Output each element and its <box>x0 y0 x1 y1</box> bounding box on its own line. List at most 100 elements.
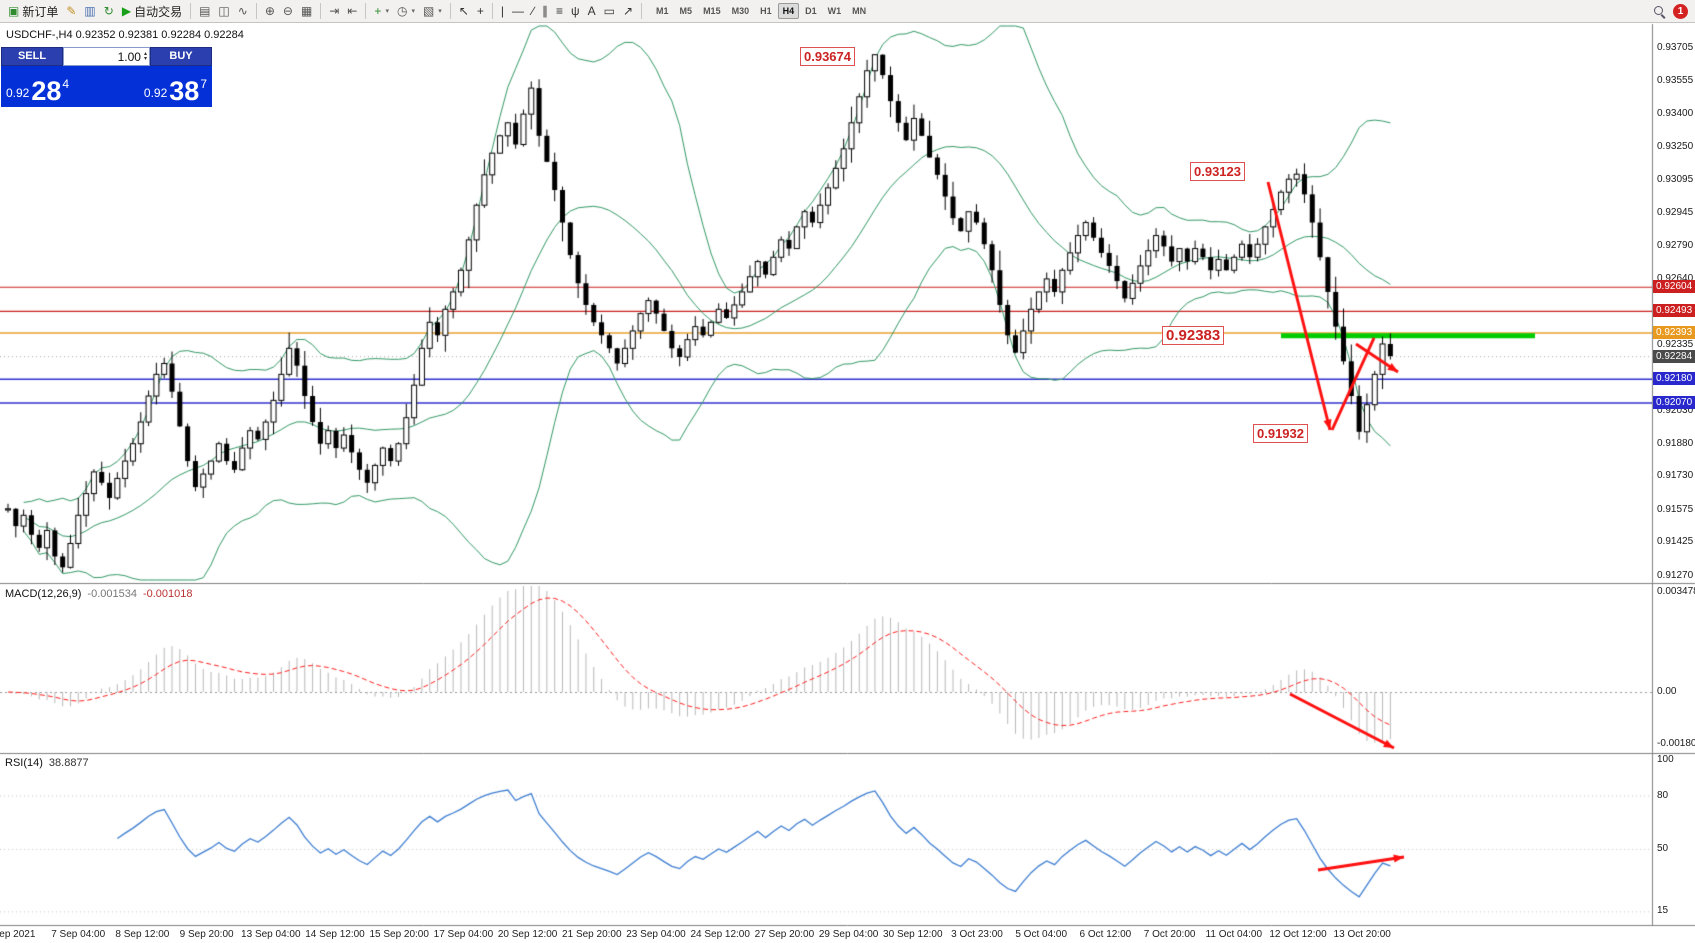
line-chart-button[interactable]: ∿ <box>234 1 252 22</box>
timeframe-d1-button[interactable]: D1 <box>805 6 817 16</box>
order-panel-prices: 0.92 28 4 0.92 38 7 <box>1 66 212 107</box>
time-axis-label: 29 Sep 04:00 <box>818 929 879 940</box>
metaeditor-button[interactable]: ✎ <box>62 1 80 22</box>
crosshair-icon: + <box>476 4 484 18</box>
toolbar-separator <box>365 3 367 19</box>
volume-spinner[interactable]: ▴ ▾ <box>143 50 147 62</box>
volume-value: 1.00 <box>117 49 141 64</box>
time-axis-label: Sep 2021 <box>0 929 36 940</box>
text-button[interactable]: A <box>584 1 600 22</box>
timeframe-h1-button[interactable]: H1 <box>760 6 772 16</box>
time-axis-label: 3 Oct 23:00 <box>951 929 1003 940</box>
spin-up-icon[interactable]: ▴ <box>143 50 147 57</box>
auto-scroll-icon: ⇥ <box>329 4 340 18</box>
indicators-caret-icon: ▾ <box>385 8 389 15</box>
periods-button[interactable]: ◷ ▾ <box>393 1 419 22</box>
price-axis-label: 0.92945 <box>1657 206 1694 218</box>
timeframe-h4-button[interactable]: H4 <box>777 3 800 19</box>
new-order-label: 新订单 <box>22 4 59 19</box>
buy-price-big: 38 <box>169 76 200 106</box>
buy-price[interactable]: 0.92 38 7 <box>107 66 213 107</box>
price-tag: 0.92284 <box>1653 349 1695 363</box>
buy-button[interactable]: BUY <box>150 47 212 66</box>
line-chart-icon: ∿ <box>237 4 248 18</box>
timeframe-m1-button[interactable]: M1 <box>656 6 669 16</box>
timeframe-m15-button[interactable]: M15 <box>703 6 721 16</box>
time-axis-label: 11 Oct 04:00 <box>1205 929 1263 940</box>
price-axis-label: 0.92335 <box>1657 339 1694 351</box>
price-axis-label: 0.92640 <box>1657 272 1694 284</box>
market-watch-button[interactable]: ▥ <box>80 1 99 22</box>
crosshair-button[interactable]: + <box>473 1 488 22</box>
buy-price-sup: 7 <box>200 77 207 91</box>
price-axis-label: 0.93250 <box>1657 140 1694 152</box>
timeframe-m30-button[interactable]: M30 <box>731 6 750 16</box>
time-axis-label: 27 Sep 20:00 <box>754 929 815 940</box>
autotrading-button[interactable]: ▶ 自动交易 <box>118 1 186 22</box>
time-axis-label: 13 Oct 20:00 <box>1333 929 1391 940</box>
sell-price-sup: 4 <box>62 77 70 91</box>
new-order-button[interactable]: ▣ 新订单 <box>4 1 62 22</box>
chart-ohlc-info: USDCHF-,H4 0.92352 0.92381 0.92284 0.922… <box>6 29 244 41</box>
refresh-button[interactable]: ↻ <box>100 1 118 22</box>
price-annotation[interactable]: 0.92383 <box>1162 326 1225 345</box>
time-axis-label: 30 Sep 12:00 <box>883 929 943 940</box>
time-axis-label: 8 Sep 12:00 <box>115 929 170 940</box>
trendline-icon: ∕ <box>532 4 535 18</box>
toolbar-separator <box>449 3 451 19</box>
arrows-button[interactable]: ↗ <box>619 1 637 22</box>
vertical-line-button[interactable]: | <box>497 1 508 22</box>
autotrading-label: 自动交易 <box>134 4 183 19</box>
bar-chart-button[interactable]: ▤ <box>195 1 214 22</box>
periods-caret-icon: ▾ <box>411 8 415 15</box>
price-axis-label: 0.93095 <box>1657 174 1694 186</box>
tile-windows-button[interactable]: ▦ <box>297 1 316 22</box>
zoom-out-button[interactable]: ⊖ <box>279 1 297 22</box>
candlestick-chart-button[interactable]: ◫ <box>214 1 233 22</box>
buy-price-prefix: 0.92 <box>143 86 168 100</box>
trendline-button[interactable]: ∕ <box>528 1 538 22</box>
zoom-in-icon: ⊕ <box>264 4 275 18</box>
sell-price[interactable]: 0.92 28 4 <box>1 66 107 107</box>
indicators-icon: + <box>374 4 382 18</box>
text-label-button[interactable]: ▭ <box>600 1 619 22</box>
price-annotation[interactable]: 0.91932 <box>1253 424 1308 443</box>
sell-button[interactable]: SELL <box>1 47 63 66</box>
timeframe-mn-button[interactable]: MN <box>852 6 867 16</box>
time-axis-label: 14 Sep 12:00 <box>305 929 365 940</box>
toolbar: ▣ 新订单 ✎ ▥ ↻ ▶ 自动交易 ▤ ◫ ∿ ⊕ ⊖ ▦ ⇥ ⇤ + ▾ ◷ ▾ ▧ ▾ ↖ + | — ∕ ∥ ≡ ψ A ▭ ↗ M1… <box>0 0 1695 23</box>
time-axis-label: 21 Sep 20:00 <box>562 929 622 940</box>
timeframe-w1-button[interactable]: W1 <box>827 6 842 16</box>
search-icon[interactable] <box>1653 5 1666 18</box>
fibonacci-icon: ≡ <box>556 4 564 18</box>
timeframe-m5-button[interactable]: M5 <box>679 6 693 16</box>
chart-shift-button[interactable]: ⇤ <box>343 1 361 22</box>
horizontal-line-button[interactable]: — <box>508 1 528 22</box>
templates-button[interactable]: ▧ ▾ <box>419 1 446 22</box>
cursor-button[interactable]: ↖ <box>455 1 473 22</box>
time-axis-label: 6 Oct 12:00 <box>1079 929 1132 940</box>
notification-badge[interactable]: 1 <box>1673 3 1688 19</box>
auto-scroll-button[interactable]: ⇥ <box>325 1 343 22</box>
macd-axis-label: 0.003478 <box>1657 586 1695 597</box>
price-annotation[interactable]: 0.93674 <box>800 47 855 66</box>
equidistant-channel-button[interactable]: ∥ <box>538 1 552 22</box>
price-axis-label: 0.93555 <box>1657 74 1694 86</box>
toolbar-separator <box>320 3 322 19</box>
volume-field[interactable]: 1.00 ▴ ▾ <box>63 47 150 66</box>
timeframe-toolbar: M1 M5 M15 M30 H1 H4 D1 W1 MN <box>651 3 871 19</box>
price-axis-label: 0.91575 <box>1657 503 1694 515</box>
andrews-pitchfork-button[interactable]: ψ <box>567 1 584 22</box>
toolbar-left-group: ▣ 新订单 ✎ ▥ ↻ ▶ 自动交易 ▤ ◫ ∿ ⊕ ⊖ ▦ ⇥ ⇤ + ▾ ◷ ▾ ▧ ▾ ↖ + | — ∕ ∥ ≡ ψ A ▭ ↗ <box>4 1 646 22</box>
indicators-button[interactable]: + ▾ <box>370 1 393 22</box>
text-label-icon: ▭ <box>603 4 615 18</box>
price-axis-label: 0.91425 <box>1657 536 1694 548</box>
horizontal-line-icon: — <box>512 4 525 18</box>
price-annotation[interactable]: 0.93123 <box>1190 162 1245 181</box>
fibonacci-button[interactable]: ≡ <box>552 1 567 22</box>
zoom-out-icon: ⊖ <box>282 4 293 18</box>
spin-down-icon[interactable]: ▾ <box>143 55 147 62</box>
sell-price-big: 28 <box>31 76 62 106</box>
zoom-in-button[interactable]: ⊕ <box>261 1 279 22</box>
